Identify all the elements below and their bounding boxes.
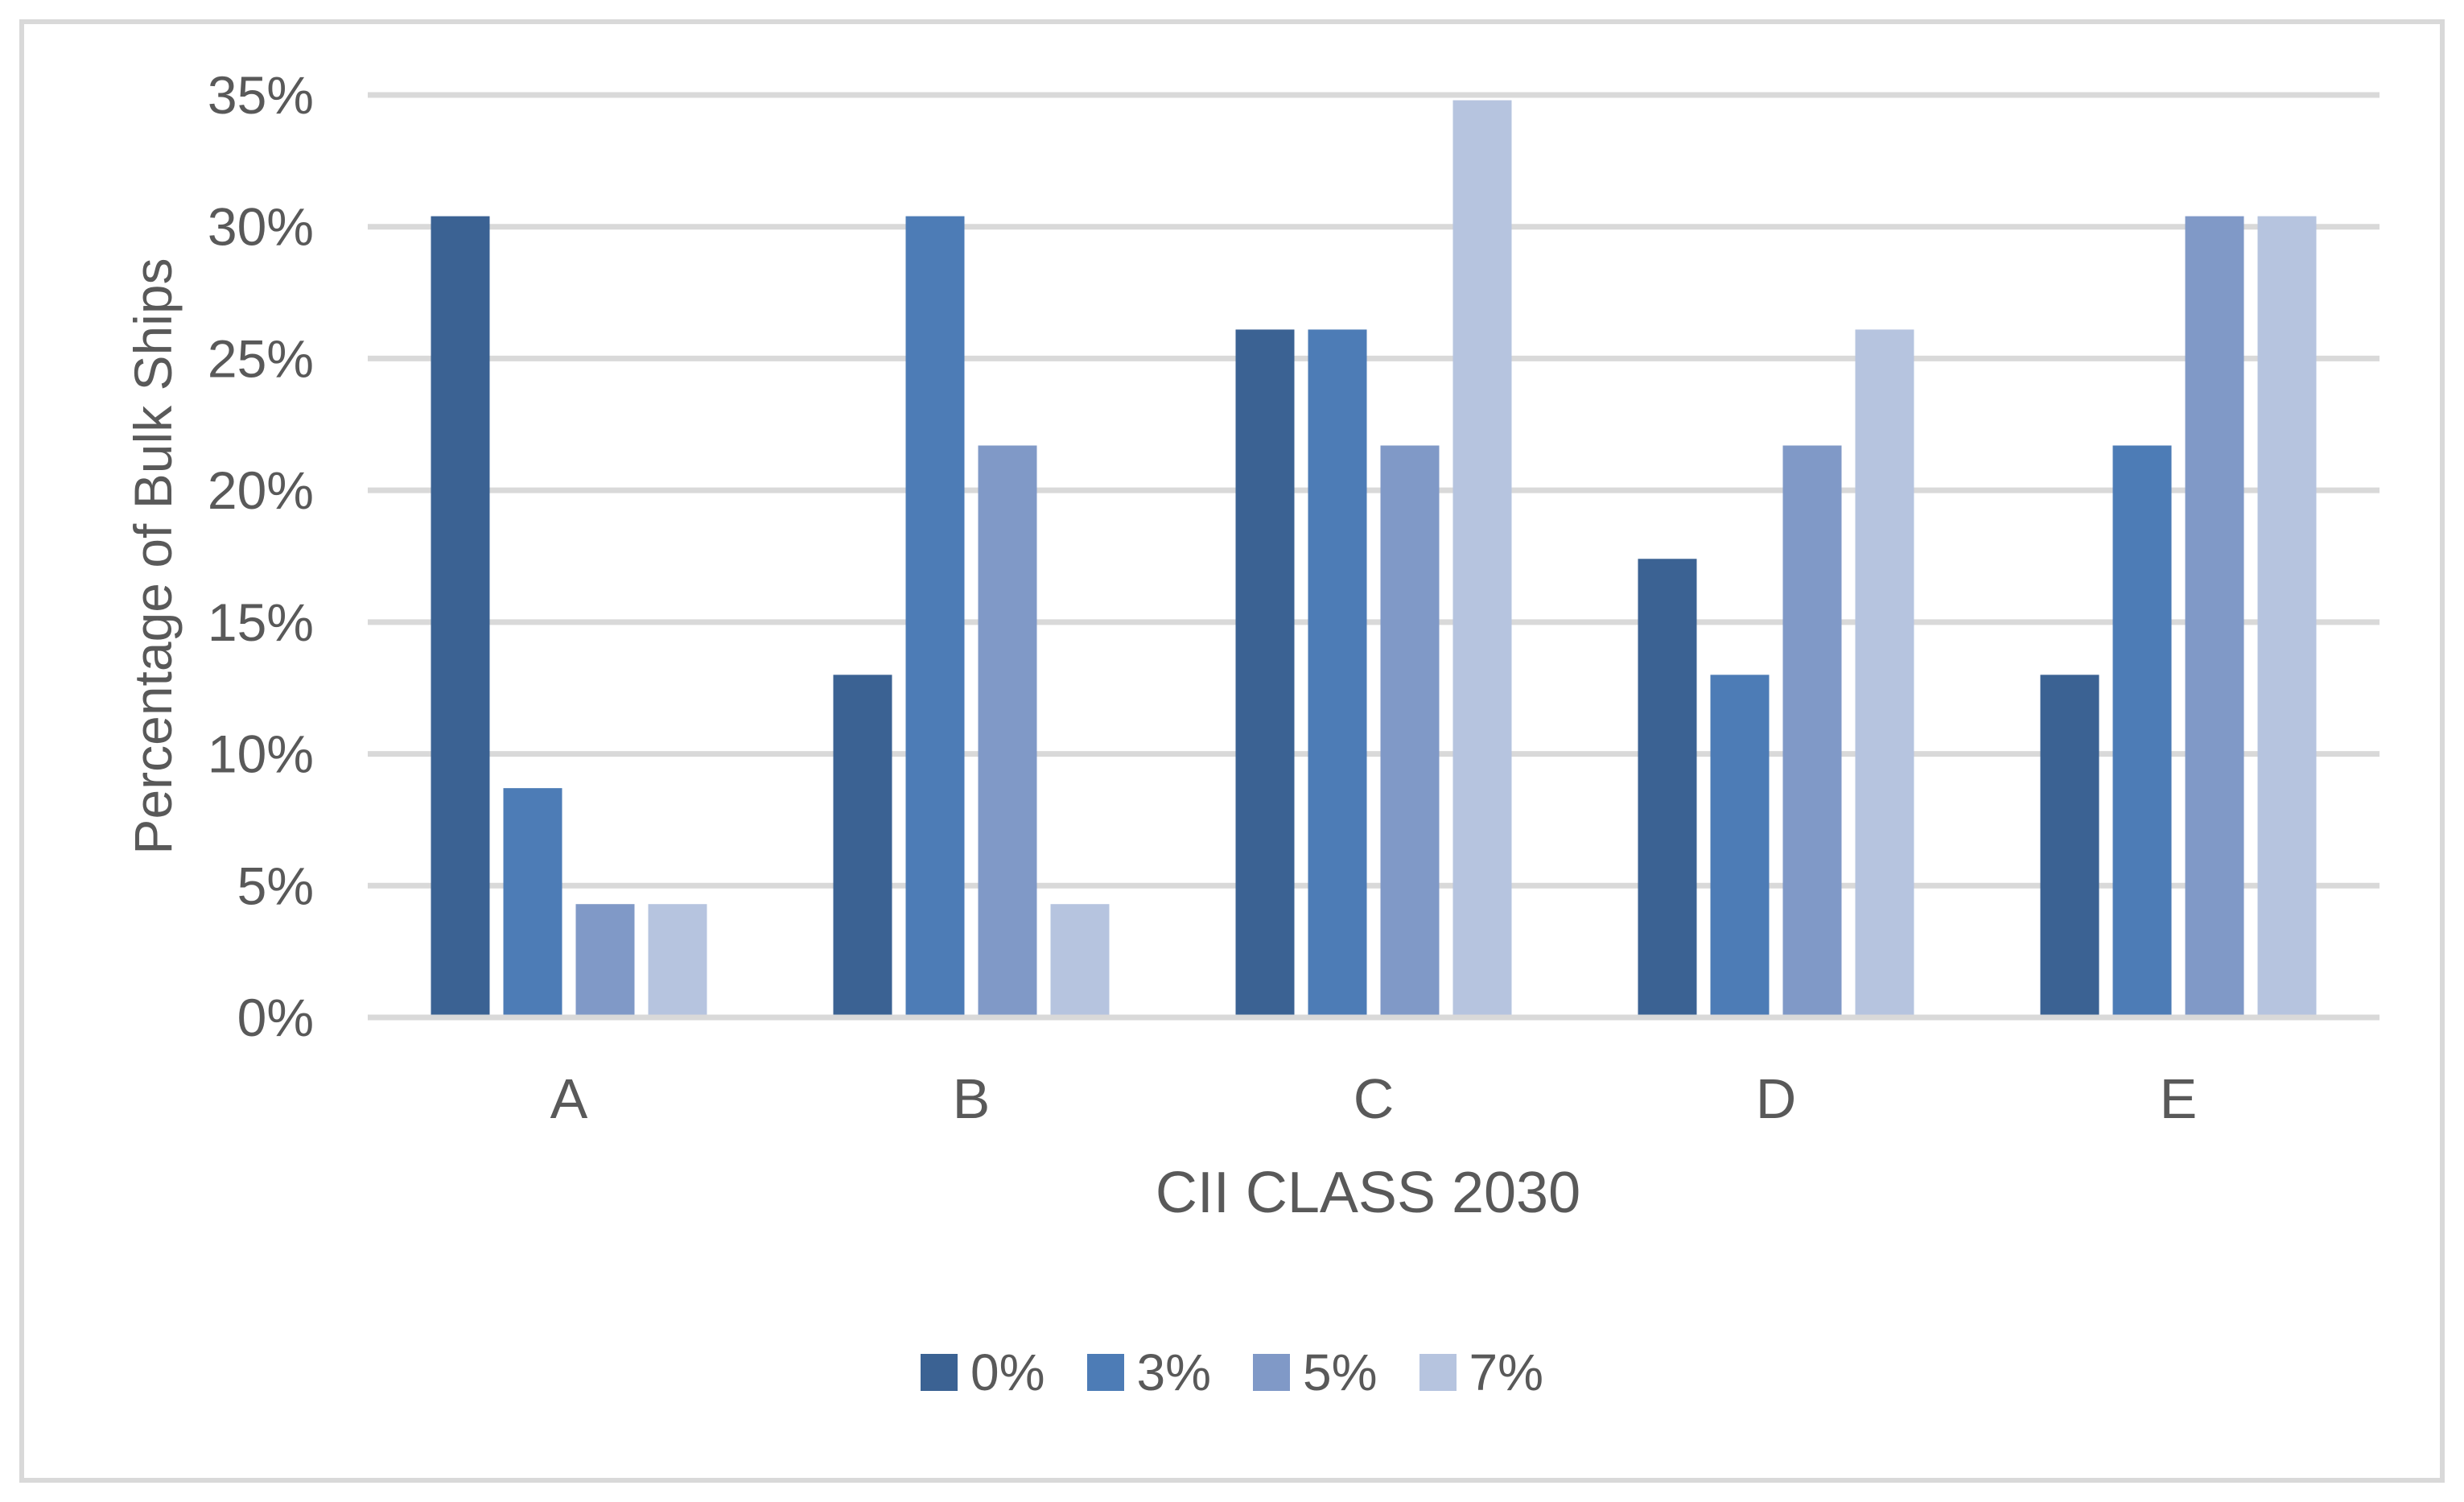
- bar-A-7%: [648, 904, 707, 1017]
- bar-B-3%: [905, 216, 965, 1017]
- x-axis-title: CII CLASS 2030: [1155, 1161, 1581, 1225]
- bar-C-0%: [1235, 329, 1295, 1017]
- x-category-label: D: [1756, 1067, 1797, 1130]
- x-category-label: A: [550, 1067, 588, 1130]
- x-category-label: B: [953, 1067, 991, 1130]
- y-tick-label: 25%: [208, 328, 314, 388]
- legend-item-0pct: 0%: [921, 1347, 1045, 1398]
- bar-C-5%: [1380, 445, 1440, 1017]
- bar-C-3%: [1308, 329, 1367, 1017]
- x-category-label: C: [1354, 1067, 1395, 1130]
- bar-C-7%: [1452, 100, 1512, 1017]
- legend-item-3pct: 3%: [1086, 1343, 1212, 1401]
- legend-label: 5%: [1303, 1343, 1378, 1401]
- bar-D-0%: [1638, 559, 1697, 1017]
- y-tick-label: 20%: [208, 460, 314, 520]
- bar-A-0%: [431, 216, 490, 1017]
- bar-E-5%: [2185, 216, 2244, 1017]
- x-category-label: E: [2160, 1067, 2198, 1130]
- bar-E-3%: [2112, 445, 2172, 1017]
- bar-E-0%: [2040, 675, 2099, 1017]
- legend-item-5pct: 5%: [1253, 1347, 1378, 1398]
- bar-A-3%: [503, 788, 562, 1017]
- y-tick-label: 30%: [208, 197, 314, 257]
- legend-swatch-0pct-icon: [921, 1354, 958, 1391]
- bar-D-7%: [1855, 329, 1914, 1017]
- chart-legend: 0% 3% 5% 7%: [921, 1347, 1543, 1398]
- y-tick-label: 5%: [237, 856, 314, 915]
- bar-B-0%: [833, 675, 892, 1017]
- legend-item-7pct: 7%: [1419, 1343, 1544, 1401]
- legend-swatch-3pct-icon: [1086, 1354, 1124, 1391]
- legend-swatch-7pct-icon: [1419, 1354, 1457, 1391]
- legend-label: 3%: [1136, 1343, 1212, 1401]
- legend-label: 0%: [970, 1343, 1045, 1401]
- bar-D-3%: [1710, 675, 1770, 1017]
- bar-B-5%: [978, 445, 1037, 1017]
- y-tick-label: 35%: [208, 65, 314, 125]
- bar-B-7%: [1050, 904, 1110, 1017]
- bar-A-5%: [575, 904, 635, 1017]
- bar-D-5%: [1782, 445, 1842, 1017]
- legend-label: 7%: [1469, 1343, 1544, 1401]
- y-tick-label: 0%: [237, 988, 314, 1047]
- y-tick-label: 10%: [208, 724, 314, 784]
- legend-swatch-5pct-icon: [1253, 1354, 1290, 1391]
- y-tick-label: 15%: [208, 592, 314, 652]
- y-axis-title: Percentage of Bulk Ships: [123, 258, 183, 855]
- bar-E-7%: [2257, 216, 2317, 1017]
